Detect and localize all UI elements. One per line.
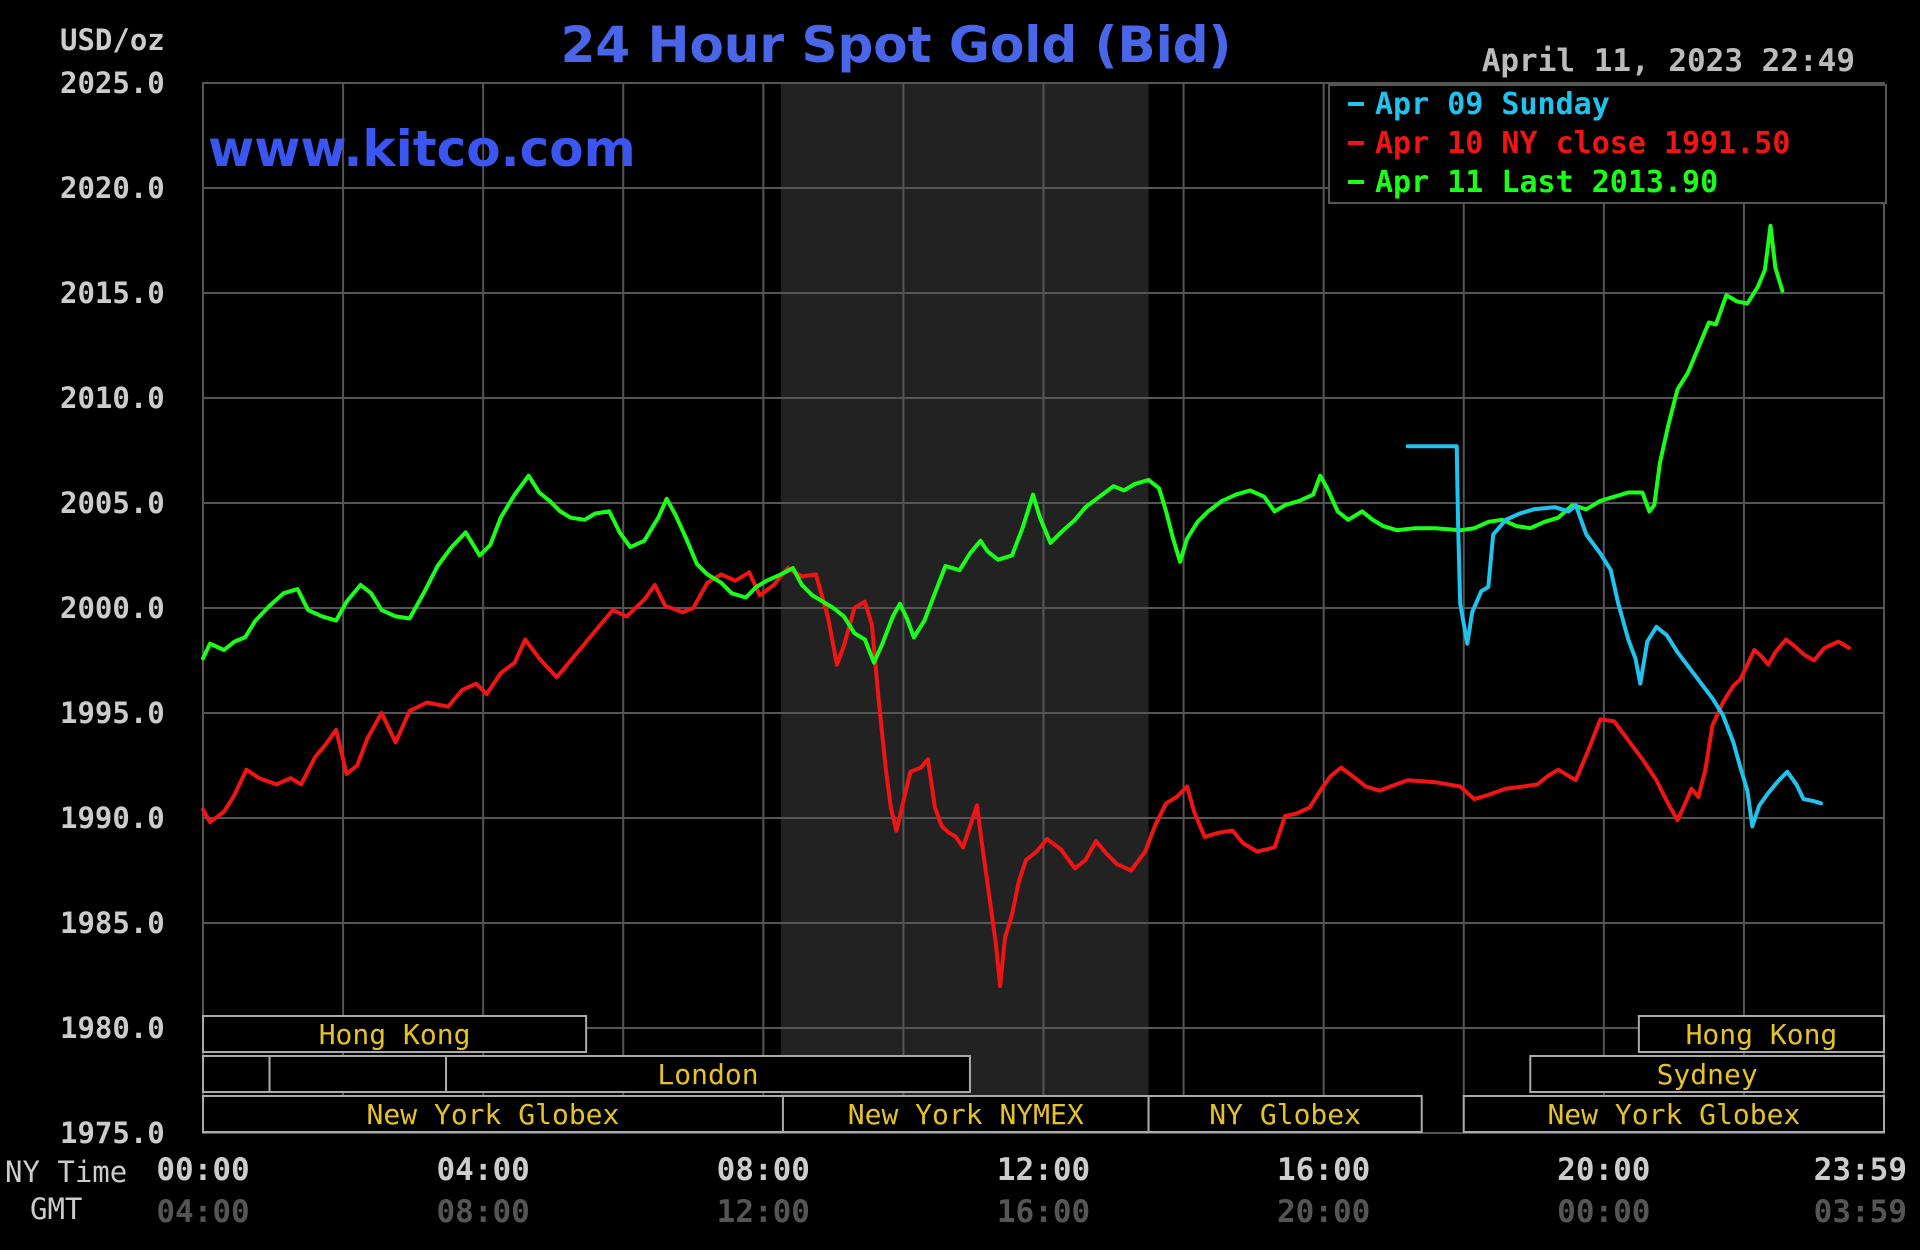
x-tick-label-gmt: 20:00	[1277, 1194, 1370, 1230]
x-tick-label-ny: 20:00	[1557, 1152, 1650, 1188]
session-bar	[1637, 1015, 1885, 1053]
y-tick-label: 2005.0	[60, 486, 165, 520]
y-tick-label: 2020.0	[60, 171, 165, 205]
x-tick-label-gmt: 03:59	[1814, 1194, 1907, 1230]
series-layer	[201, 223, 1851, 988]
y-tick-label: 1975.0	[60, 1116, 165, 1150]
session-bar	[1462, 1095, 1885, 1133]
session-label: Hong Kong	[1686, 1018, 1838, 1051]
legend-box	[1328, 84, 1887, 204]
y-tick-label: 2010.0	[60, 381, 165, 415]
session-bar	[445, 1055, 971, 1093]
gmt-label: GMT	[30, 1192, 82, 1226]
x-tick-label-ny: 00:00	[156, 1152, 249, 1188]
legend-entry: Apr 09 Sunday	[1375, 87, 1610, 122]
chart-title: 24 Hour Spot Gold (Bid)	[561, 16, 1232, 74]
y-tick-label: 1985.0	[60, 906, 165, 940]
session-label: New York Globex	[367, 1098, 620, 1131]
session-label: London	[657, 1058, 758, 1091]
x-tick-label-gmt: 04:00	[156, 1194, 249, 1230]
x-tick-label-ny: 16:00	[1277, 1152, 1370, 1188]
x-tick-label-ny: 12:00	[997, 1152, 1090, 1188]
y-tick-label: 2025.0	[60, 66, 165, 100]
x-tick-label-gmt: 00:00	[1557, 1194, 1650, 1230]
timestamp: April 11, 2023 22:49	[1482, 43, 1855, 79]
legend-entry: Apr 11 Last 2013.90	[1375, 165, 1718, 200]
session-bar	[202, 1055, 271, 1093]
series-line	[201, 566, 1851, 988]
session-bar	[268, 1055, 448, 1093]
x-tick-label-gmt: 08:00	[437, 1194, 530, 1230]
session-label: New York Globex	[1547, 1098, 1800, 1131]
y-tick-label: 2015.0	[60, 276, 165, 310]
legend: Apr 09 Sunday Apr 10 NY close 1991.50 Apr …	[1328, 84, 1887, 204]
y-tick-label: 1990.0	[60, 801, 165, 835]
series-line	[1405, 444, 1823, 829]
session-bar	[202, 1015, 588, 1053]
session-bar	[1147, 1095, 1423, 1133]
x-tick-label-gmt: 12:00	[717, 1194, 810, 1230]
x-tick-label-ny: 23:59	[1814, 1152, 1907, 1188]
y-tick-label: 1980.0	[60, 1011, 165, 1045]
legend-entry: Apr 10 NY close 1991.50	[1375, 126, 1790, 161]
session-label: New York NYMEX	[848, 1098, 1084, 1131]
session-bar	[781, 1095, 1150, 1133]
session-bar	[1529, 1055, 1885, 1093]
x-tick-label-ny: 04:00	[437, 1152, 530, 1188]
grid-layer	[202, 82, 1885, 1134]
x-tick-label-ny: 08:00	[717, 1152, 810, 1188]
trading-sessions: Hong Kong Hong Kong London Sydney New York G…	[202, 1015, 1885, 1133]
y-tick-label: 1995.0	[60, 696, 165, 730]
unit-label: USD/oz	[60, 23, 165, 57]
watermark-url: www.kitco.com	[208, 120, 636, 178]
session-bar	[202, 1095, 784, 1133]
ny-time-label: NY Time	[5, 1155, 127, 1189]
axis-labels-layer: 2025.0 2020.0 2015.0 2010.0 2005.0 2000.0 1995…	[60, 66, 1907, 1230]
series-line	[201, 223, 1785, 665]
session-label: NY Globex	[1209, 1098, 1361, 1131]
y-tick-label: 2000.0	[60, 591, 165, 625]
x-tick-label-gmt: 16:00	[997, 1194, 1090, 1230]
session-label: Hong Kong	[319, 1018, 471, 1051]
session-label: Sydney	[1657, 1058, 1758, 1091]
